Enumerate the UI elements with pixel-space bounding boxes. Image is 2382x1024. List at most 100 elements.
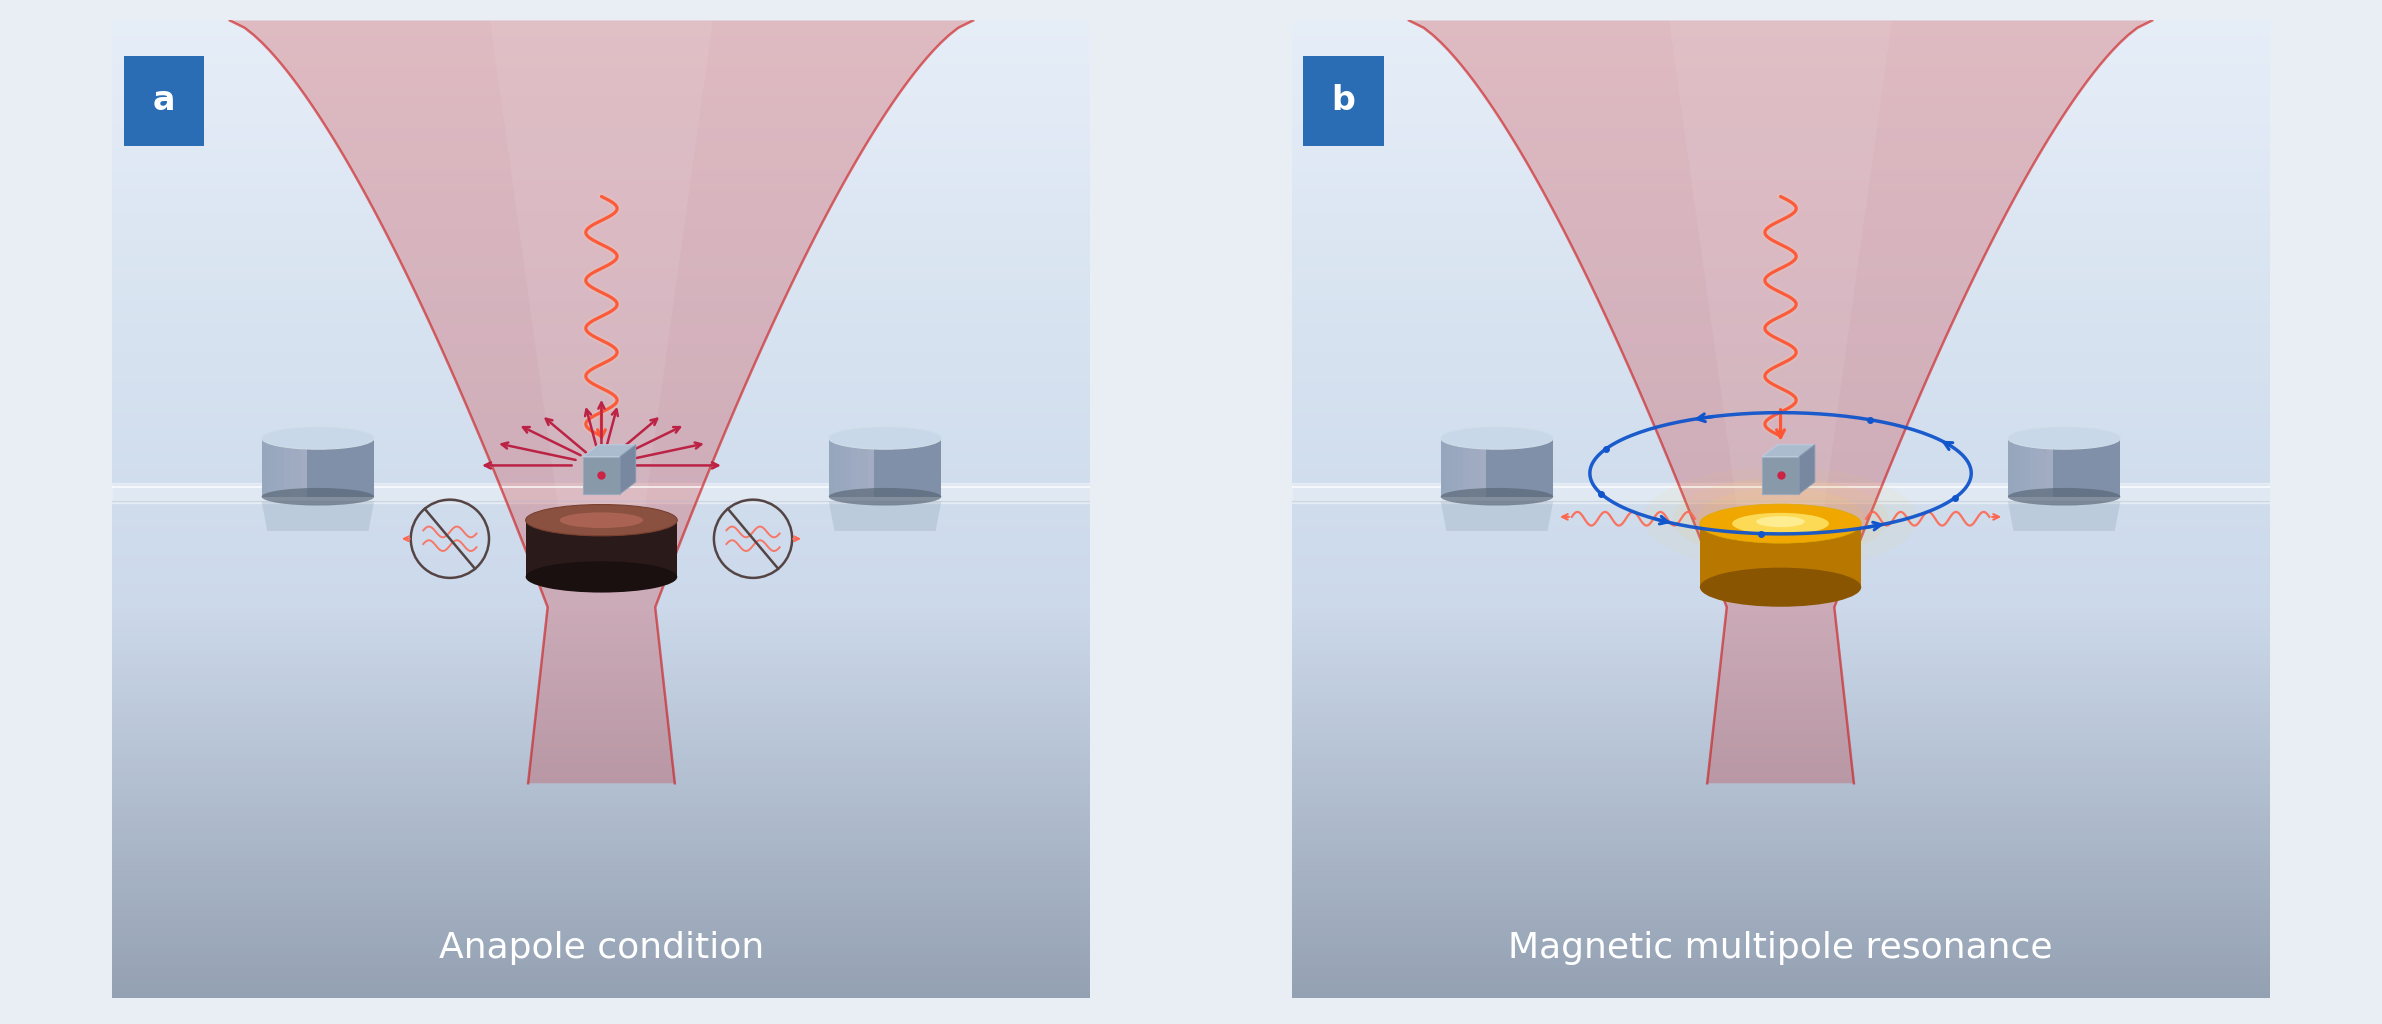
Bar xyxy=(1291,689,2270,692)
Bar xyxy=(112,930,1091,933)
Bar xyxy=(1291,324,2270,327)
Bar xyxy=(112,943,1091,946)
Bar xyxy=(112,373,1091,376)
Bar xyxy=(1291,836,2270,839)
Bar xyxy=(1291,477,2270,480)
Bar xyxy=(1291,118,2270,122)
Bar xyxy=(1291,630,2270,633)
Bar xyxy=(112,458,1091,461)
Bar xyxy=(112,966,1091,969)
Bar xyxy=(1291,529,2270,532)
Bar xyxy=(1291,321,2270,324)
Bar xyxy=(112,444,1091,447)
Bar xyxy=(1291,985,2270,988)
Bar xyxy=(1291,712,2270,715)
Bar xyxy=(112,992,1091,995)
Bar xyxy=(112,401,1091,406)
Bar xyxy=(112,995,1091,998)
Polygon shape xyxy=(867,438,874,497)
Bar xyxy=(1291,709,2270,712)
Bar xyxy=(112,128,1091,131)
Bar xyxy=(112,529,1091,532)
Bar xyxy=(1291,401,2270,406)
Bar xyxy=(1291,748,2270,751)
Bar xyxy=(112,343,1091,346)
Bar xyxy=(1291,757,2270,761)
Bar xyxy=(1291,138,2270,141)
Bar xyxy=(1291,43,2270,46)
Polygon shape xyxy=(262,438,374,497)
Bar xyxy=(1291,959,2270,963)
Bar xyxy=(112,907,1091,910)
Bar xyxy=(112,89,1091,92)
Bar xyxy=(112,434,1091,437)
Bar xyxy=(112,959,1091,963)
Bar xyxy=(112,285,1091,288)
Bar xyxy=(1291,558,2270,561)
Bar xyxy=(112,725,1091,728)
Bar xyxy=(112,549,1091,552)
Bar xyxy=(1291,222,2270,226)
Bar xyxy=(112,131,1091,134)
Bar xyxy=(112,304,1091,307)
Bar xyxy=(112,291,1091,294)
Bar xyxy=(112,682,1091,685)
Bar xyxy=(112,425,1091,428)
Bar xyxy=(112,757,1091,761)
Bar xyxy=(1291,656,2270,659)
Bar xyxy=(112,203,1091,206)
Bar xyxy=(112,558,1091,561)
Bar xyxy=(112,167,1091,170)
Bar xyxy=(112,226,1091,229)
Bar xyxy=(112,50,1091,53)
Bar xyxy=(1291,744,2270,748)
Bar xyxy=(1291,819,2270,822)
Bar xyxy=(1291,155,2270,158)
Bar xyxy=(1291,682,2270,685)
Bar xyxy=(1291,568,2270,571)
Bar xyxy=(1291,431,2270,434)
Bar xyxy=(1291,451,2270,454)
Bar xyxy=(112,610,1091,613)
Polygon shape xyxy=(2013,438,2020,497)
Bar xyxy=(112,194,1091,197)
Bar xyxy=(1291,937,2270,940)
Bar xyxy=(1291,278,2270,282)
Bar xyxy=(1291,147,2270,151)
Polygon shape xyxy=(841,438,846,497)
Bar xyxy=(1291,415,2270,418)
Bar xyxy=(112,92,1091,95)
Bar xyxy=(112,125,1091,128)
Bar xyxy=(1291,340,2270,343)
Bar xyxy=(112,151,1091,155)
Polygon shape xyxy=(862,438,867,497)
Bar xyxy=(1291,313,2270,317)
Bar xyxy=(112,294,1091,298)
Bar xyxy=(112,31,1091,34)
Bar xyxy=(112,539,1091,542)
Bar xyxy=(112,594,1091,597)
Bar xyxy=(1291,552,2270,555)
Bar xyxy=(1291,216,2270,219)
Bar xyxy=(1291,428,2270,431)
Bar xyxy=(1291,546,2270,549)
Polygon shape xyxy=(1453,438,1458,497)
Bar xyxy=(1291,705,2270,709)
Bar xyxy=(1291,833,2270,836)
Bar xyxy=(1291,582,2270,585)
Bar xyxy=(1291,874,2270,878)
Bar xyxy=(1291,343,2270,346)
Bar xyxy=(112,617,1091,621)
Bar xyxy=(1291,298,2270,301)
Bar xyxy=(112,183,1091,186)
Bar xyxy=(1291,458,2270,461)
Bar xyxy=(112,927,1091,930)
Polygon shape xyxy=(2020,438,2025,497)
Bar xyxy=(1291,109,2270,112)
Bar xyxy=(112,790,1091,793)
Bar xyxy=(112,624,1091,627)
Bar xyxy=(1291,285,2270,288)
Bar xyxy=(112,327,1091,330)
Bar xyxy=(1291,849,2270,852)
Bar xyxy=(112,924,1091,927)
